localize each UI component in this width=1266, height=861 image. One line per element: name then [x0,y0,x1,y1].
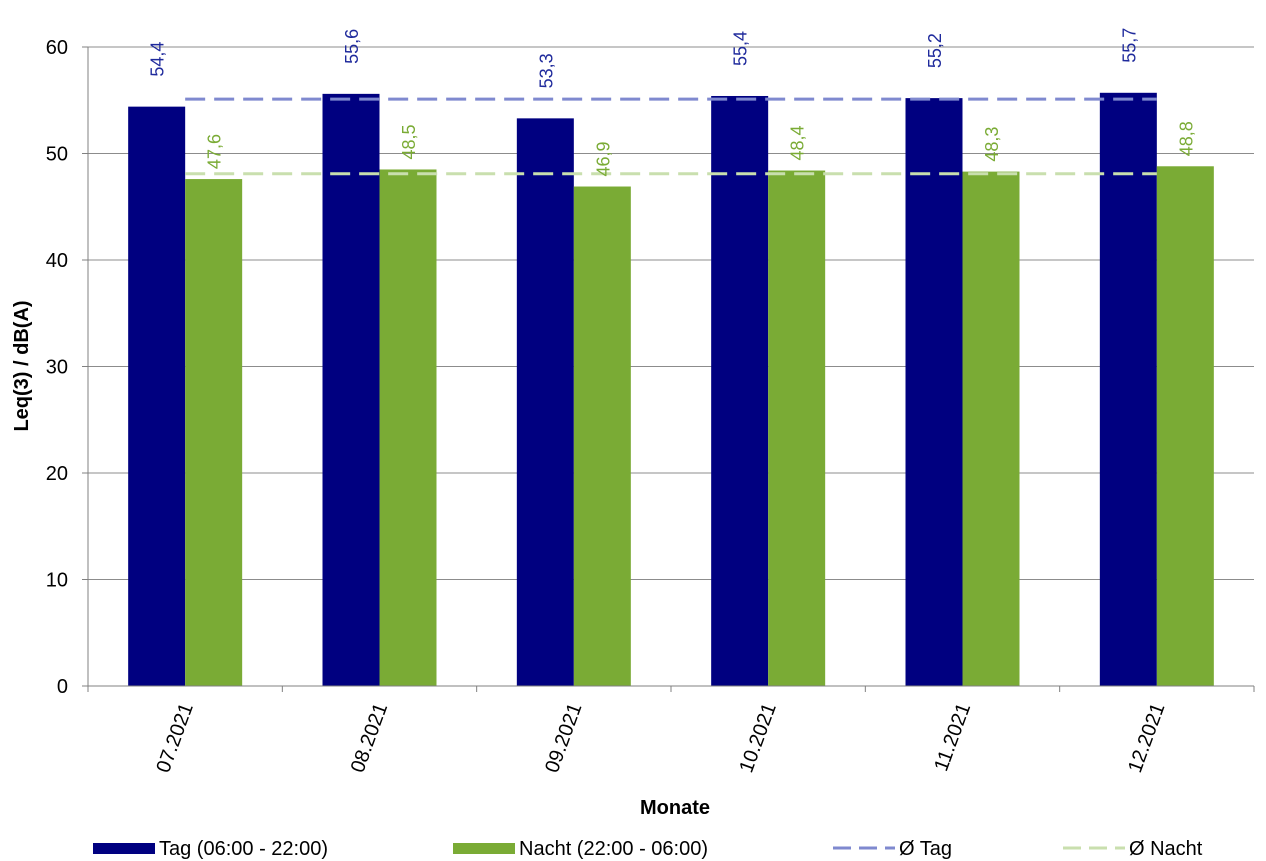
x-tick-labels: 07.2021 08.2021 09.2021 10.2021 11.2021 12.20… [152,700,1169,775]
x-tick-label: 12.2021 [1124,700,1169,775]
bar-tag [128,106,186,686]
bar-nacht [379,169,437,687]
reference-lines [185,97,1157,176]
x-axis-title: Monate [640,797,710,819]
y-tick-label: 20 [46,463,68,485]
bar-tag [516,118,574,687]
legend-label: Ø Nacht [1129,838,1203,860]
x-tick-label: 10.2021 [735,700,780,775]
y-axis-title: Leq(3) / dB(A) [11,300,33,431]
data-label: 48,3 [982,127,1002,162]
legend: Tag (06:00 - 22:00) Nacht (22:00 - 06:00)… [93,838,1203,860]
x-tick-label: 11.2021 [930,700,975,774]
bar-nacht [962,171,1020,687]
data-label: 46,9 [593,141,613,176]
bar-nacht [185,179,243,686]
y-tick-label: 40 [46,250,68,272]
legend-swatch [93,843,155,854]
bar-tag [322,93,380,687]
data-label: 55,6 [342,29,362,64]
x-tick-label: 08.2021 [347,700,392,775]
data-label: 55,4 [731,31,751,66]
data-labels: 54,4 47,6 55,6 48,5 53,3 46,9 55,4 48,4 55,2 48,3… [148,28,1197,177]
legend-label: Tag (06:00 - 22:00) [159,838,328,860]
legend-label: Ø Tag [899,838,952,860]
legend-swatch [453,843,515,854]
data-label: 54,4 [148,42,168,77]
legend-label: Nacht (22:00 - 06:00) [519,838,708,860]
data-label: 55,7 [1119,28,1139,63]
data-label: 48,4 [788,125,808,160]
data-label: 53,3 [536,53,556,88]
data-label: 55,2 [925,33,945,68]
x-tick-label: 09.2021 [541,700,586,775]
bar-nacht [573,186,631,686]
y-tick-label: 30 [46,357,68,379]
bars [128,92,1214,687]
y-tick-label: 60 [46,37,68,59]
bar-tag [1099,92,1157,687]
bar-nacht [768,170,826,687]
gridlines [88,46,1254,580]
bar-tag [905,98,963,687]
y-tick-labels: 0 10 20 30 40 50 60 [46,37,68,698]
y-tick-label: 0 [57,676,68,698]
y-tick-label: 10 [46,570,68,592]
axes [82,46,1255,692]
data-label: 47,6 [205,134,225,169]
bar-tag [711,95,769,687]
x-tick-label: 07.2021 [152,700,197,775]
data-label: 48,5 [399,124,419,159]
y-tick-label: 50 [46,144,68,166]
data-label: 48,8 [1176,121,1196,156]
bar-nacht [1156,166,1214,686]
